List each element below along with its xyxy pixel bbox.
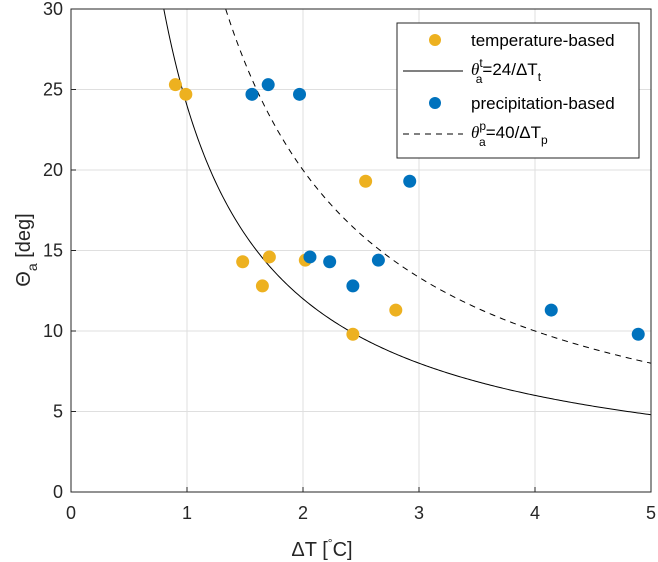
legend: temperature-based θt a=24/ΔTt precipitati… — [396, 22, 640, 159]
y-tick-label: 25 — [43, 80, 63, 100]
data-point-temperature — [179, 87, 193, 101]
legend-entry-temperature-fit: θt a=24/ΔTt — [403, 56, 542, 86]
x-tick-label: 1 — [182, 503, 192, 523]
legend-marker-temperature — [429, 34, 441, 46]
legend-label-temperature-fit: θt a=24/ΔTt — [471, 56, 542, 86]
data-point-precipitation — [346, 279, 360, 293]
legend-marker-precipitation — [429, 97, 441, 109]
y-tick-label: 30 — [43, 0, 63, 19]
y-tick-label: 5 — [53, 402, 63, 422]
legend-label-precipitation-fit: θp a=40/ΔTp — [471, 119, 548, 149]
data-point-temperature — [236, 255, 250, 269]
legend-entry-precipitation: precipitation-based — [429, 94, 615, 113]
data-point-temperature — [389, 303, 403, 317]
x-tick-label: 3 — [414, 503, 424, 523]
y-axis-label: Θa [deg] — [13, 213, 40, 286]
fit-curve-precipitation — [225, 8, 652, 364]
data-point-temperature — [359, 174, 373, 188]
x-axis-label: ΔT [°C] — [291, 536, 352, 561]
y-tick-label: 20 — [43, 160, 63, 180]
x-tick-label: 2 — [298, 503, 308, 523]
legend-label-precipitation: precipitation-based — [471, 94, 615, 113]
data-point-precipitation — [371, 253, 385, 267]
data-point-precipitation — [303, 250, 317, 264]
legend-label-temperature: temperature-based — [471, 31, 615, 50]
data-point-temperature — [346, 327, 360, 341]
data-point-temperature — [262, 250, 276, 264]
y-tick-label: 15 — [43, 241, 63, 261]
data-point-precipitation — [261, 78, 275, 92]
legend-entry-precipitation-fit: θp a=40/ΔTp — [403, 119, 548, 149]
data-points — [168, 78, 645, 341]
y-tick-label: 10 — [43, 321, 63, 341]
x-tick-label: 0 — [66, 503, 76, 523]
data-point-precipitation — [293, 87, 307, 101]
data-point-precipitation — [631, 327, 645, 341]
curves — [163, 8, 652, 416]
data-point-precipitation — [245, 87, 259, 101]
fit-curve-temperature — [163, 8, 652, 416]
data-point-precipitation — [323, 255, 337, 269]
x-axis-ticks: 0 1 2 3 4 5 — [66, 487, 656, 523]
y-axis-ticks: 0 5 10 15 20 25 30 — [43, 0, 76, 502]
data-point-precipitation — [403, 174, 417, 188]
data-point-temperature — [255, 279, 269, 293]
legend-entry-temperature: temperature-based — [429, 31, 615, 50]
x-tick-label: 4 — [530, 503, 540, 523]
x-tick-label: 5 — [646, 503, 656, 523]
data-point-temperature — [168, 78, 182, 92]
y-tick-label: 0 — [53, 482, 63, 502]
data-point-precipitation — [544, 303, 558, 317]
